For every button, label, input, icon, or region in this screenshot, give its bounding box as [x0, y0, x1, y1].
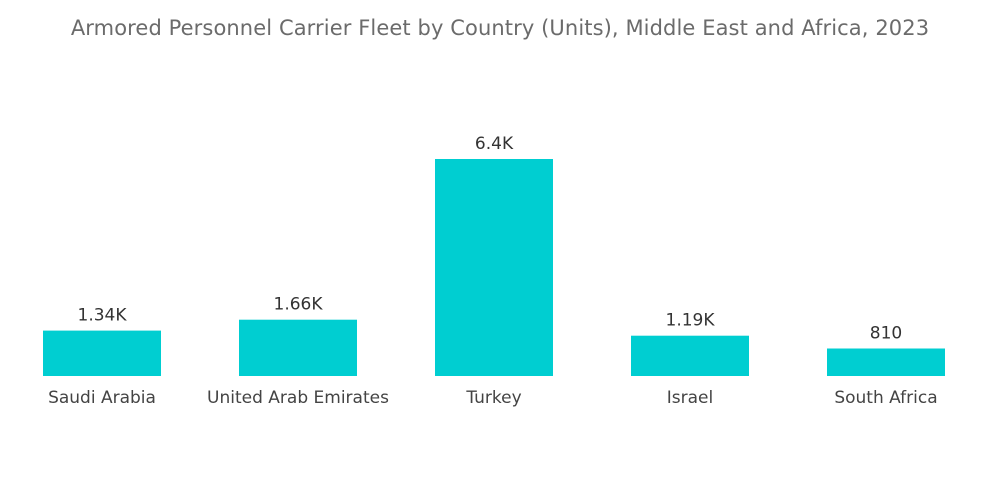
chart-title: Armored Personnel Carrier Fleet by Count… [70, 16, 930, 40]
bar-south-africa [827, 348, 945, 376]
bar-united-arab-emirates [239, 319, 357, 376]
value-label: 1.66K [274, 295, 324, 315]
category-label: Saudi Arabia [48, 388, 156, 408]
value-label: 6.4K [475, 134, 514, 154]
category-label: Israel [667, 388, 713, 408]
bar-saudi-arabia [43, 330, 161, 376]
bar-turkey [435, 159, 553, 376]
value-label: 1.34K [78, 306, 128, 326]
bar-israel [631, 335, 749, 376]
value-labels-layer: 1.34K 1.66K 6.4K 1.19K 810 [78, 134, 903, 344]
category-label: South Africa [834, 388, 937, 408]
value-label: 1.19K [666, 311, 716, 331]
bars-layer [43, 159, 945, 376]
category-labels-layer: Saudi Arabia United Arab Emirates Turkey Is… [48, 388, 938, 408]
category-label: Turkey [465, 388, 521, 408]
category-label: United Arab Emirates [207, 388, 389, 408]
value-label: 810 [870, 324, 902, 344]
